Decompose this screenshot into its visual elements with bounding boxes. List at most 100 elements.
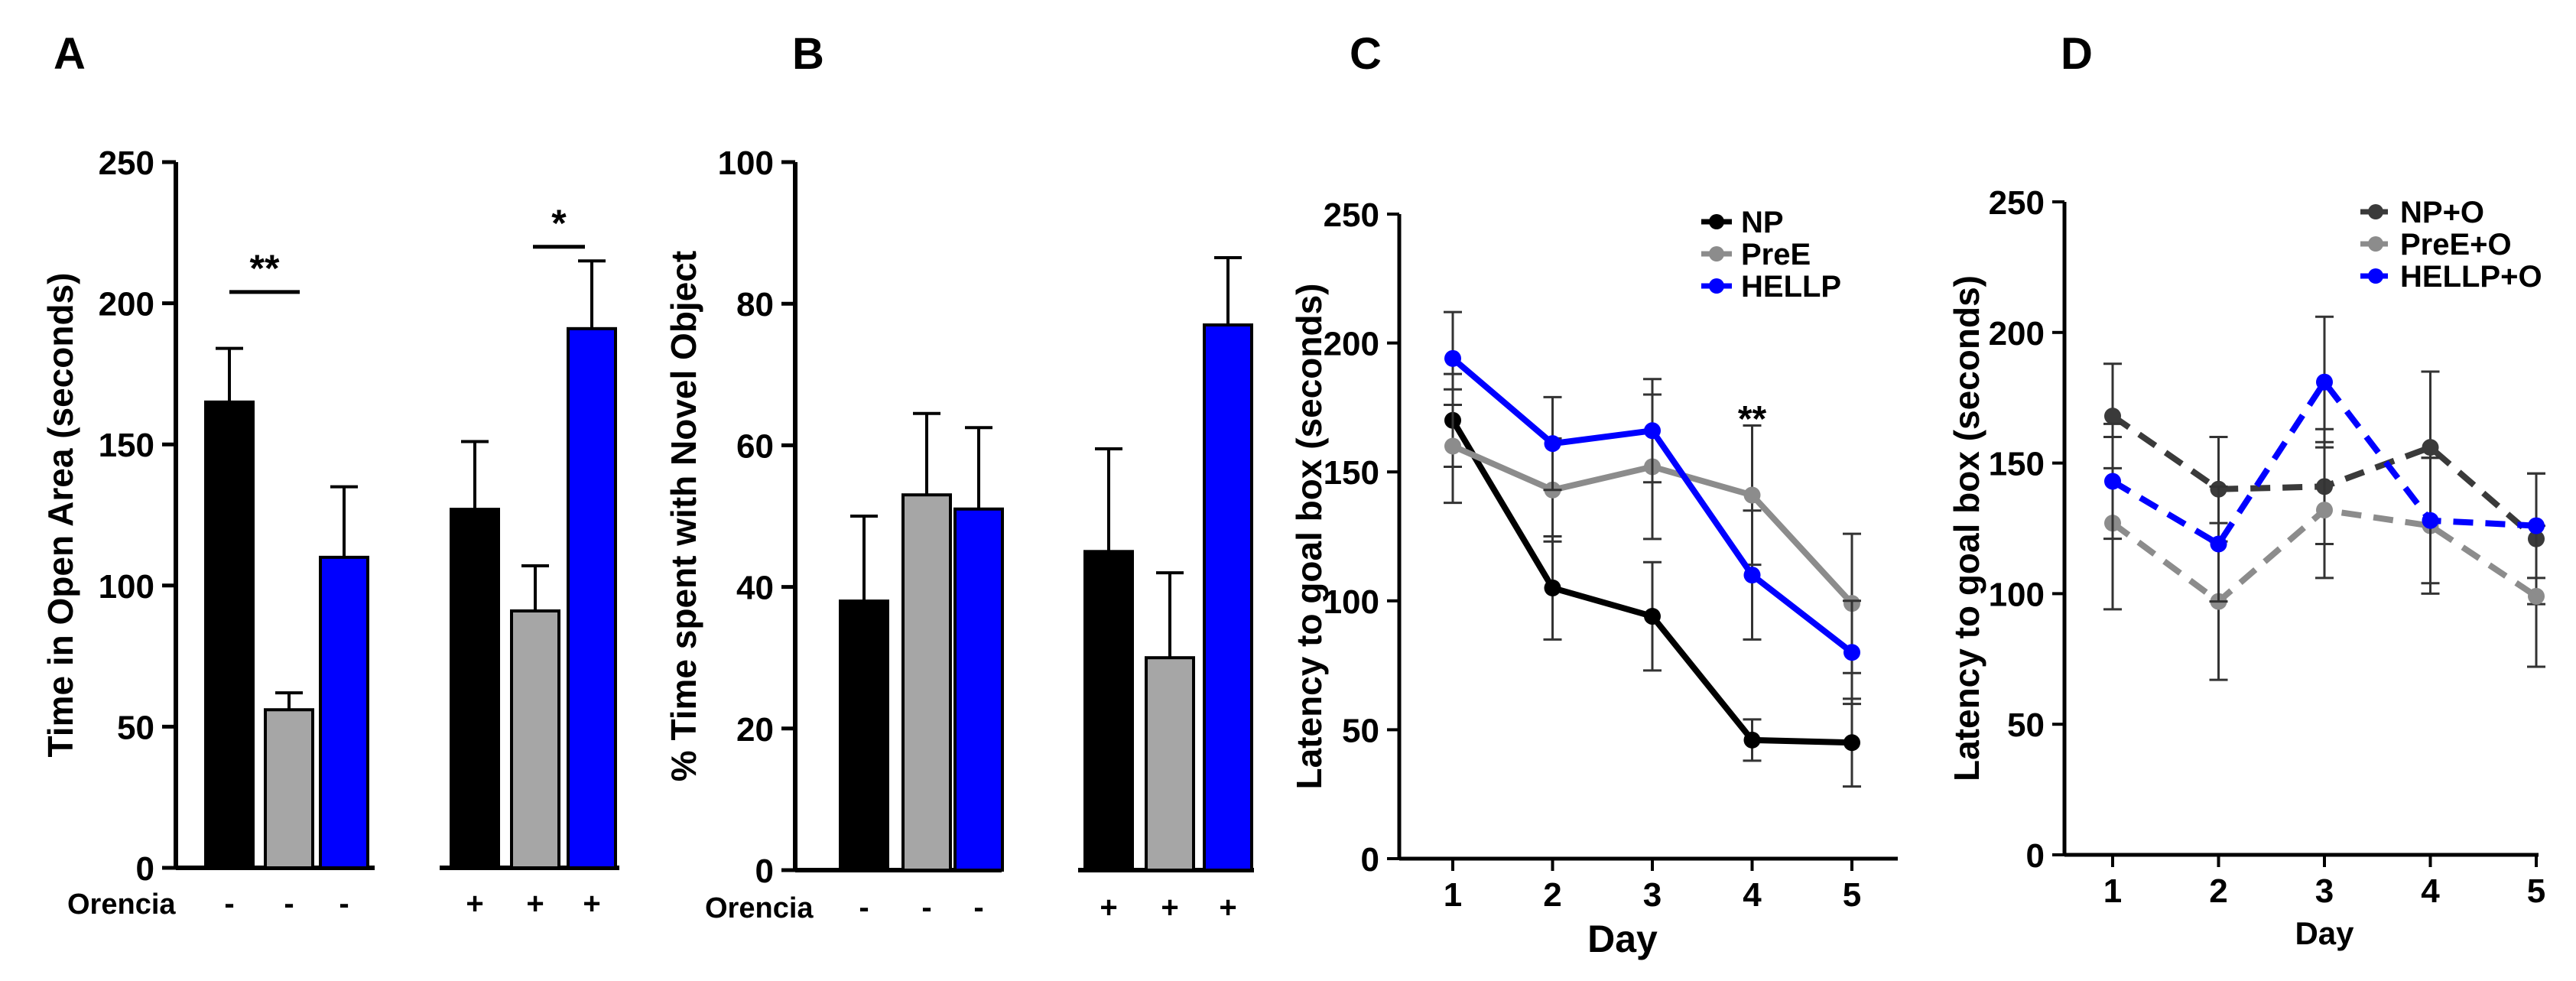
panel-d-ytick-label: 0: [2026, 837, 2045, 875]
panel-letter-d: D: [2061, 29, 2093, 79]
panel-d-point-hellp-o: [2422, 512, 2439, 529]
panel-d-legend-marker-np-o: [2368, 204, 2383, 219]
panel-d-xtick-label: 4: [2421, 872, 2440, 910]
panel-d-point-pree-o: [2316, 502, 2333, 519]
panel-c-chart: 0 50 100 150 200 250 1 2 3 4 5 Day Latency to goal b…: [1289, 197, 1898, 960]
panel-c-legend-label-np: NP: [1741, 206, 1784, 239]
panel-d-point-pree-o: [2528, 587, 2545, 605]
panel-c-xtick-label: 2: [1543, 876, 1561, 914]
panel-c-legend-label-pree: PreE: [1741, 238, 1811, 271]
panel-c-legend-label-hellp: HELLP: [1741, 270, 1841, 304]
panel-a-bar-hellp-plus: [567, 326, 617, 869]
panel-d-legend-label-pree-o: PreE+O: [2400, 228, 2512, 261]
panel-c-ytick-label: 0: [1361, 841, 1379, 879]
panel-a-orencia-label: Orencia: [67, 888, 176, 921]
panel-d-point-np-o: [2104, 408, 2121, 425]
panel-d-ytick-label: 250: [1989, 184, 2045, 222]
panel-a-significance-label: **: [250, 247, 280, 290]
panel-d-chart: 0 50 100 150 200 250 1 2 3 4 5 Day Latency to goal b…: [1947, 184, 2545, 951]
panel-d-ytick-label: 200: [1989, 315, 2045, 352]
panel-b-orencia-mark: -: [921, 891, 931, 924]
panel-c-point-hellp: [1644, 422, 1661, 440]
panel-c-xtick-label: 5: [1843, 876, 1861, 914]
panel-a-bar-hellp-minus: [319, 555, 369, 869]
panel-c-x-label: Day: [1587, 918, 1658, 960]
panel-d-point-hellp-o: [2316, 373, 2333, 391]
panel-d-legend-label-np-o: NP+O: [2400, 196, 2484, 229]
panel-d-xtick-label: 3: [2315, 872, 2334, 910]
panel-c-point-np: [1544, 579, 1561, 596]
panel-d-point-hellp-o: [2528, 517, 2545, 534]
panel-c-point-hellp: [1444, 349, 1461, 367]
panel-letter-c: C: [1350, 29, 1382, 79]
panel-b-bar-pree-plus: [1145, 656, 1195, 872]
panel-b-y-label: % Time spent with Novel Object: [664, 251, 703, 781]
panel-c-point-hellp: [1743, 567, 1761, 584]
panel-d-ytick-label: 100: [1989, 576, 2045, 613]
panel-c-ytick-label: 250: [1324, 197, 1379, 234]
panel-a-orencia-mark: -: [339, 887, 349, 921]
panel-b-bar-hellp-minus: [953, 507, 1004, 872]
panel-a-y-label: Time in Open Area (seconds): [41, 273, 80, 758]
panel-b-orencia-mark: -: [859, 891, 869, 924]
panel-c-y-label: Latency to goal box (seconds): [1289, 284, 1329, 790]
panel-b-orencia-mark: -: [973, 891, 983, 924]
panel-d-series-line-hellp-o: [2110, 378, 2537, 547]
panel-d-point-hellp-o: [2210, 535, 2227, 553]
panel-c-point-pree: [1444, 437, 1461, 455]
panel-a-orencia-mark: +: [526, 887, 544, 921]
panel-b-ytick-label: 0: [755, 853, 774, 890]
panel-a-ytick-label: 250: [99, 145, 154, 182]
panel-b-ytick-label: 20: [736, 711, 774, 749]
panel-b-ytick-label: 100: [718, 145, 774, 182]
panel-a-orencia-mark: -: [224, 887, 234, 921]
panel-a-chart: 0 50 100 150 200 250 Time in Open Area (second…: [41, 145, 619, 921]
panel-d-xtick-label: 2: [2209, 872, 2227, 910]
panel-d-ytick-label: 150: [1989, 446, 2045, 483]
panel-c-legend-marker-hellp: [1709, 278, 1724, 294]
panel-c-point-hellp: [1843, 644, 1860, 661]
panel-b-bar-np-minus: [839, 599, 889, 872]
panel-c-ytick-label: 100: [1324, 583, 1379, 621]
panel-c-point-pree: [1743, 486, 1761, 504]
panel-letter-b: B: [792, 29, 824, 79]
panel-letter-a: A: [54, 29, 86, 79]
panel-a-ytick-label: 50: [117, 709, 154, 746]
panel-c-legend-marker-pree: [1709, 246, 1724, 261]
panel-c-annotation: **: [1738, 399, 1767, 440]
panel-c-legend-marker-np: [1709, 214, 1724, 229]
panel-b-ytick-label: 40: [736, 570, 774, 607]
panel-a-orencia-mark: -: [284, 887, 294, 921]
panel-b-bar-pree-minus: [901, 493, 952, 872]
panel-d-point-np-o: [2422, 439, 2439, 456]
panel-d-xtick-label: 1: [2103, 872, 2122, 910]
panel-b-orencia-mark: +: [1100, 891, 1117, 924]
panel-c-xtick-label: 3: [1643, 876, 1662, 914]
panel-d-ytick-label: 50: [2007, 707, 2045, 744]
panel-a-ytick-label: 200: [99, 286, 154, 323]
panel-c-point-hellp: [1544, 435, 1561, 453]
panel-a-orencia-mark: +: [583, 887, 600, 921]
panel-a-bar-pree-minus: [264, 708, 314, 869]
panel-a-bar-pree-plus: [510, 609, 560, 869]
panel-c-ytick-label: 150: [1324, 454, 1379, 492]
panel-b-ytick-label: 80: [736, 286, 774, 323]
panel-c-ytick-label: 50: [1342, 712, 1379, 749]
panel-c-xtick-label: 1: [1444, 876, 1462, 914]
panel-a-orencia-mark: +: [466, 887, 483, 921]
panel-d-x-label: Day: [2295, 915, 2354, 951]
panel-d-y-label: Latency to goal box (seconds): [1947, 275, 1986, 781]
panel-b-ytick-label: 60: [736, 427, 774, 465]
panel-a-bar-np-minus: [204, 400, 255, 869]
panel-a-ytick-label: 100: [99, 568, 154, 606]
panel-a-significance-label: *: [551, 202, 567, 245]
panel-a-ytick-label: 150: [99, 427, 154, 464]
panel-d-point-hellp-o: [2104, 473, 2121, 490]
panel-c-point-np: [1644, 608, 1661, 625]
panel-d-legend-marker-hellp-o: [2368, 268, 2383, 284]
panel-b-bar-np-plus: [1083, 550, 1134, 872]
panel-a-ytick-label: 0: [136, 850, 154, 888]
panel-b-chart: 0 20 40 60 80 100 % Time spent with Novel Obje…: [664, 145, 1254, 924]
panel-a-bar-np-plus: [450, 508, 500, 870]
